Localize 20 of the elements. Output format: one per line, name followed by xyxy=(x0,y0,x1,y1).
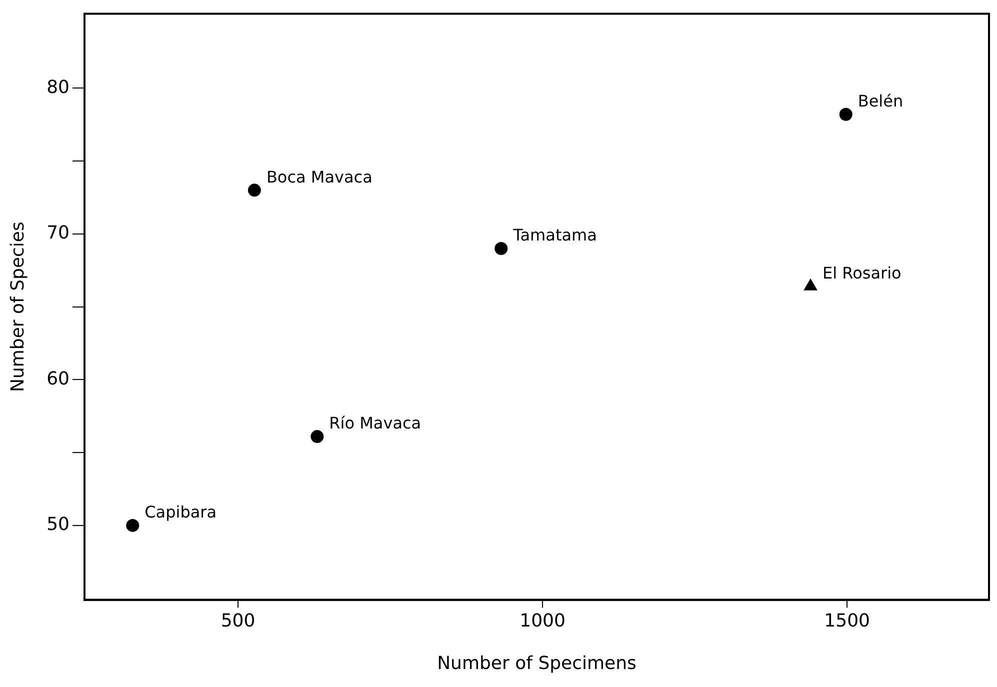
annotation: Tamatama xyxy=(512,226,597,245)
point xyxy=(126,518,140,532)
annotation: Río Mavaca xyxy=(329,414,422,433)
x-axis-title: Number of Specimens xyxy=(437,652,636,674)
x-tick-label: 500 xyxy=(220,610,256,632)
annotation: Capibara xyxy=(144,502,217,522)
point xyxy=(839,108,852,121)
annotation: Boca Mavaca xyxy=(266,167,372,186)
y-tick-label: 70 xyxy=(46,222,70,244)
y-tick-label: 50 xyxy=(46,514,70,536)
y-tick-label: 80 xyxy=(46,76,70,98)
point xyxy=(494,242,508,255)
x-tick-label: 1500 xyxy=(824,610,870,632)
point xyxy=(310,430,324,444)
y-tick-label: 60 xyxy=(46,368,70,390)
point xyxy=(248,184,261,197)
y-axis-title: Number of Species xyxy=(7,222,28,392)
annotation: El Rosario xyxy=(822,264,902,283)
annotation: Belén xyxy=(858,92,904,111)
x-tick-label: 1000 xyxy=(520,610,566,632)
